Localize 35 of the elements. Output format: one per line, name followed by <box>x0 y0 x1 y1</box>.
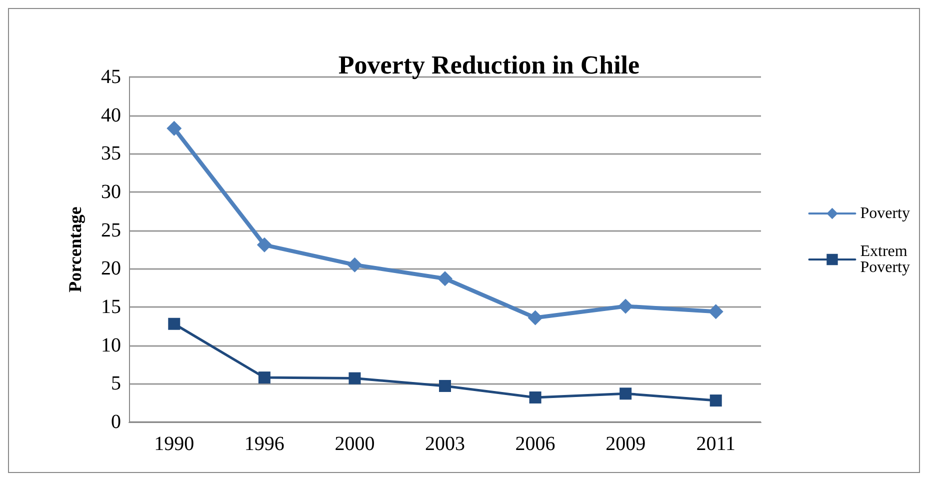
legend-label: Poverty <box>860 205 910 222</box>
point <box>166 120 182 136</box>
y-tick-label: 35 <box>101 142 121 165</box>
point <box>618 298 634 314</box>
y-tick-label: 30 <box>101 181 121 203</box>
x-tick-label: 2000 <box>334 433 375 455</box>
y-tick-label: 25 <box>101 219 121 242</box>
point <box>710 394 722 407</box>
point <box>347 257 362 272</box>
point <box>439 380 451 392</box>
y-tick-label: 15 <box>101 296 121 318</box>
x-tick-label: 2011 <box>696 433 736 455</box>
point <box>438 271 452 286</box>
point <box>348 372 361 384</box>
point <box>528 310 543 326</box>
y-axis-title: Porcentage <box>65 206 85 292</box>
y-tick-label: 10 <box>101 334 121 356</box>
point <box>529 391 542 404</box>
y-tick-label: 45 <box>101 66 121 88</box>
y-tick-label: 0 <box>111 411 121 433</box>
point <box>620 388 632 400</box>
point <box>256 237 272 252</box>
y-tick-label: 5 <box>111 372 121 395</box>
x-tick-label: 2006 <box>515 433 556 455</box>
point <box>258 372 270 384</box>
x-tick-label: 1990 <box>154 433 194 455</box>
point <box>708 304 724 320</box>
legend-label: Extrem Poverty <box>860 243 910 276</box>
chart-title: Poverty Reduction in Chile <box>338 50 640 80</box>
y-tick-label: 20 <box>101 258 121 280</box>
y-tick-label: 40 <box>101 104 121 126</box>
x-tick-label: 2009 <box>606 433 646 455</box>
x-tick-label: 2003 <box>425 433 465 455</box>
x-tick-label: 1996 <box>244 433 284 455</box>
point <box>168 318 180 330</box>
